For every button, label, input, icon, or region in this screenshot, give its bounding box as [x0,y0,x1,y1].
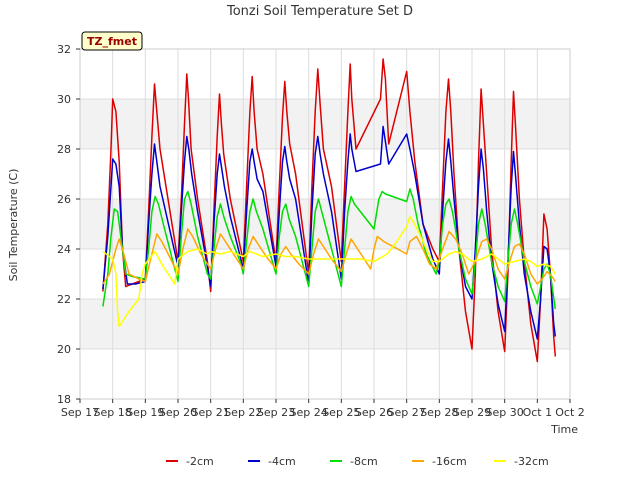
band-22-24 [80,249,570,299]
x-tick-label-sep-24: Sep 24 [290,406,328,419]
y-tick-label-28: 28 [57,143,71,156]
plot-area-frame [79,48,571,400]
legend-label-2cm: -2cm [186,455,214,468]
band-30-32 [80,49,570,99]
series-line-8cm [102,188,557,310]
y-tick-label-30: 30 [57,93,71,106]
x-tick-label-sep-28: Sep 28 [420,406,458,419]
y-axis-ticks: 18 20 22 24 26 28 30 32 [57,43,80,406]
band-18-20 [80,349,570,399]
x-tick-label-sep-30: Sep 30 [486,406,524,419]
x-tick-label-sep-25: Sep 25 [322,406,360,419]
band-28-30 [80,99,570,149]
y-tick-label-18: 18 [57,393,71,406]
x-axis-label: Time [550,423,578,436]
x-tick-label-sep-18: Sep 18 [94,406,132,419]
station-badge-box [81,31,143,51]
legend: -2cm -4cm -8cm -16cm -32cm [166,455,549,468]
y-tick-label-22: 22 [57,293,71,306]
series-line-32cm [102,215,556,328]
series-lines [102,58,557,363]
x-tick-label-sep-23: Sep 23 [257,406,295,419]
x-tick-label-sep-26: Sep 26 [355,406,393,419]
band-20-22 [80,299,570,349]
x-tick-label-sep-21: Sep 21 [192,406,230,419]
legend-label-16cm: -16cm [432,455,467,468]
y-tick-label-32: 32 [57,43,71,56]
x-tick-label-oct-1: Oct 1 [523,406,553,419]
legend-label-32cm: -32cm [514,455,549,468]
x-tick-label-sep-19: Sep 19 [126,406,164,419]
y-tick-label-20: 20 [57,343,71,356]
x-tick-label-sep-27: Sep 27 [388,406,426,419]
x-tick-label-sep-22: Sep 22 [224,406,262,419]
chart-title: Tonzi Soil Temperature Set D [226,4,413,19]
y-axis-label: Soil Temperature (C) [7,169,20,282]
x-tick-label-sep-29: Sep 29 [453,406,491,419]
x-tick-label-oct-2: Oct 2 [555,406,585,419]
legend-label-8cm: -8cm [350,455,378,468]
x-tick-label-sep-20: Sep 20 [159,406,197,419]
station-badge-text: TZ_fmet [87,35,137,48]
legend-label-4cm: -4cm [268,455,296,468]
station-badge: TZ_fmet [81,31,143,51]
y-tick-label-26: 26 [57,193,71,206]
y-tick-label-24: 24 [57,243,71,256]
x-tick-label-sep-17: Sep 17 [61,406,99,419]
